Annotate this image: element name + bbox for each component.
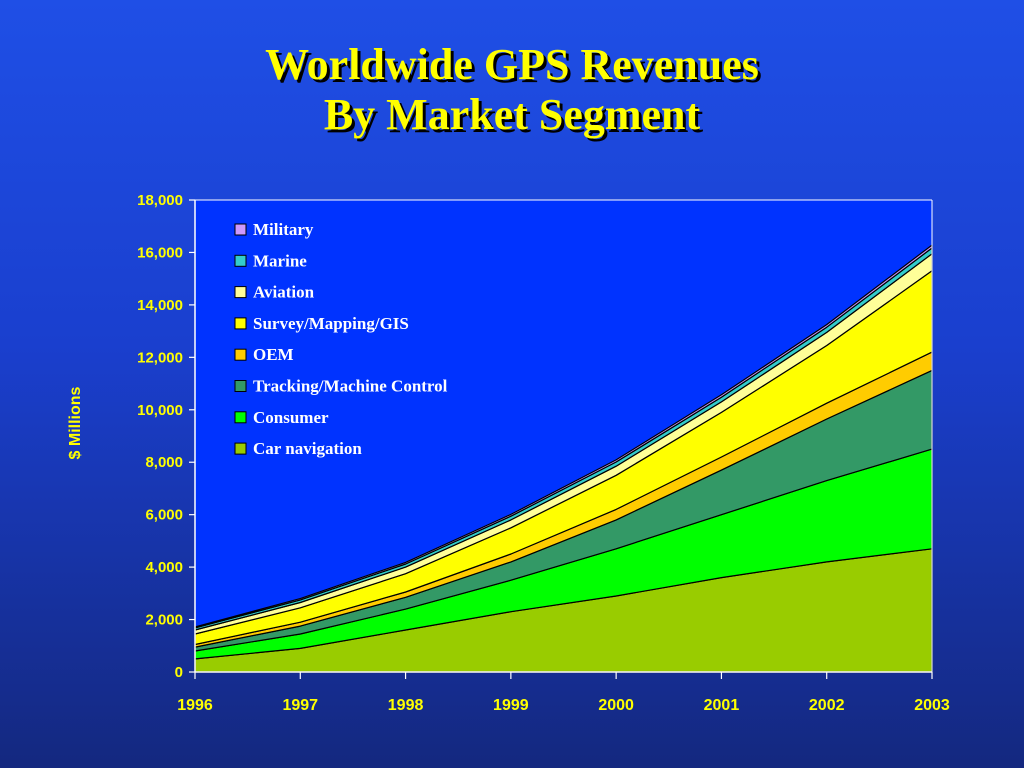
legend-item-oem: OEM — [234, 345, 294, 364]
legend-label: Marine — [253, 251, 307, 270]
y-tick-label: 8,000 — [145, 454, 183, 471]
title-line-1: Worldwide GPS Revenues — [265, 40, 759, 89]
legend-item-survey-mapping-gis: Survey/Mapping/GIS — [234, 314, 409, 333]
y-tick-label: 16,000 — [137, 244, 183, 261]
axes-group: 0 2,000 4,000 6,000 8,000 10,000 12,000 14,000 1… — [137, 192, 950, 714]
legend: Military Marine Aviation Survey/Mapping/GIS… — [234, 220, 448, 458]
legend-swatch — [234, 223, 247, 236]
legend-swatch — [234, 411, 247, 424]
legend-item-car-navigation: Car navigation — [234, 439, 362, 458]
legend-swatch — [234, 442, 247, 455]
legend-swatch — [234, 286, 247, 299]
legend-label: Car navigation — [253, 439, 362, 458]
y-tick-label: 18,000 — [137, 192, 183, 209]
legend-label: Consumer — [253, 408, 329, 427]
legend-swatch — [234, 317, 247, 330]
title-line-2: By Market Segment — [323, 90, 701, 139]
legend-item-aviation: Aviation — [234, 283, 315, 302]
y-tick-label: 0 — [175, 664, 183, 681]
legend-label: OEM — [253, 345, 294, 364]
legend-label: Military — [253, 220, 314, 239]
x-tick-label: 1996 — [177, 697, 213, 714]
y-tick-label: 4,000 — [145, 559, 183, 576]
x-tick-label: 1997 — [282, 697, 318, 714]
legend-swatch — [234, 380, 247, 392]
x-tick-label: 2003 — [914, 697, 950, 714]
legend-label: Tracking/Machine Control — [253, 377, 448, 396]
y-tick-label: 14,000 — [137, 297, 183, 314]
chart-title: Worldwide GPS Revenues By Market Segment — [0, 40, 1024, 140]
legend-label: Aviation — [253, 283, 315, 302]
x-tick-label: 2001 — [704, 697, 740, 714]
legend-swatch — [234, 254, 247, 267]
legend-item-consumer: Consumer — [234, 408, 329, 427]
x-tick-label: 1998 — [388, 697, 424, 714]
x-tick-label: 2002 — [809, 697, 845, 714]
y-tick-label: 12,000 — [137, 349, 183, 366]
y-tick-label: 6,000 — [145, 507, 183, 524]
legend-label: Survey/Mapping/GIS — [253, 314, 409, 333]
legend-item-military: Military — [234, 220, 314, 239]
legend-item-tracking-machine-control: Tracking/Machine Control — [234, 377, 448, 396]
area-series-group — [194, 200, 933, 673]
x-tick-label: 1999 — [493, 697, 529, 714]
y-tick-label: 2,000 — [145, 612, 183, 629]
y-tick-label: 10,000 — [137, 402, 183, 419]
legend-swatch — [234, 348, 247, 361]
legend-item-marine: Marine — [234, 251, 307, 270]
y-axis-label: $ Millions — [67, 386, 84, 459]
x-tick-label: 2000 — [598, 697, 634, 714]
